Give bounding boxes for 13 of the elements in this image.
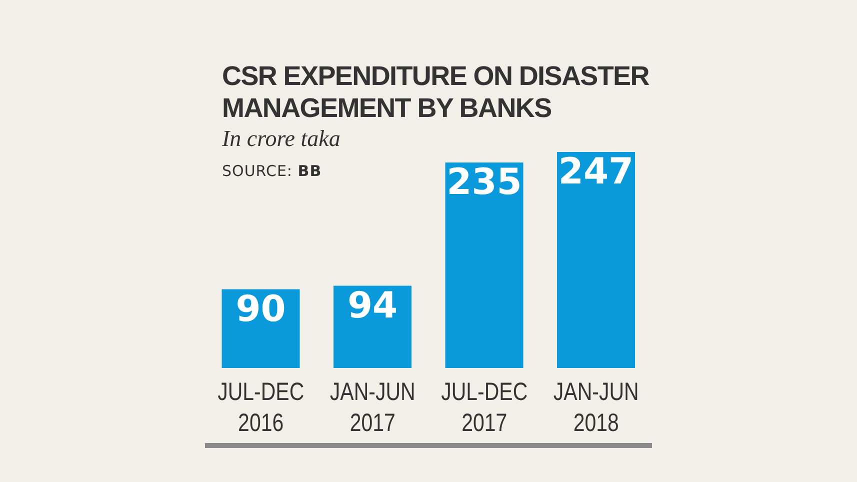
- chart-subtitle: In crore taka: [222, 126, 340, 152]
- x-tick-label: JUL-DEC 2017: [441, 377, 528, 436]
- data-label: 235: [446, 162, 522, 204]
- bar: [445, 162, 524, 368]
- x-tick-label: JUL-DEC 2016: [218, 377, 304, 436]
- bar: [557, 152, 636, 368]
- x-tick-label: JAN-JUN 2017: [330, 377, 416, 436]
- chart-title: CSR EXPENDITURE ON DISASTER MANAGEMENT BY BANKS: [222, 60, 650, 124]
- data-label: 247: [558, 152, 634, 193]
- annotation: SOURCE: BB: [222, 162, 322, 180]
- data-label: 94: [347, 285, 398, 326]
- x-tick-label: JAN-JUN 2018: [553, 377, 639, 436]
- data-label: 90: [236, 288, 286, 330]
